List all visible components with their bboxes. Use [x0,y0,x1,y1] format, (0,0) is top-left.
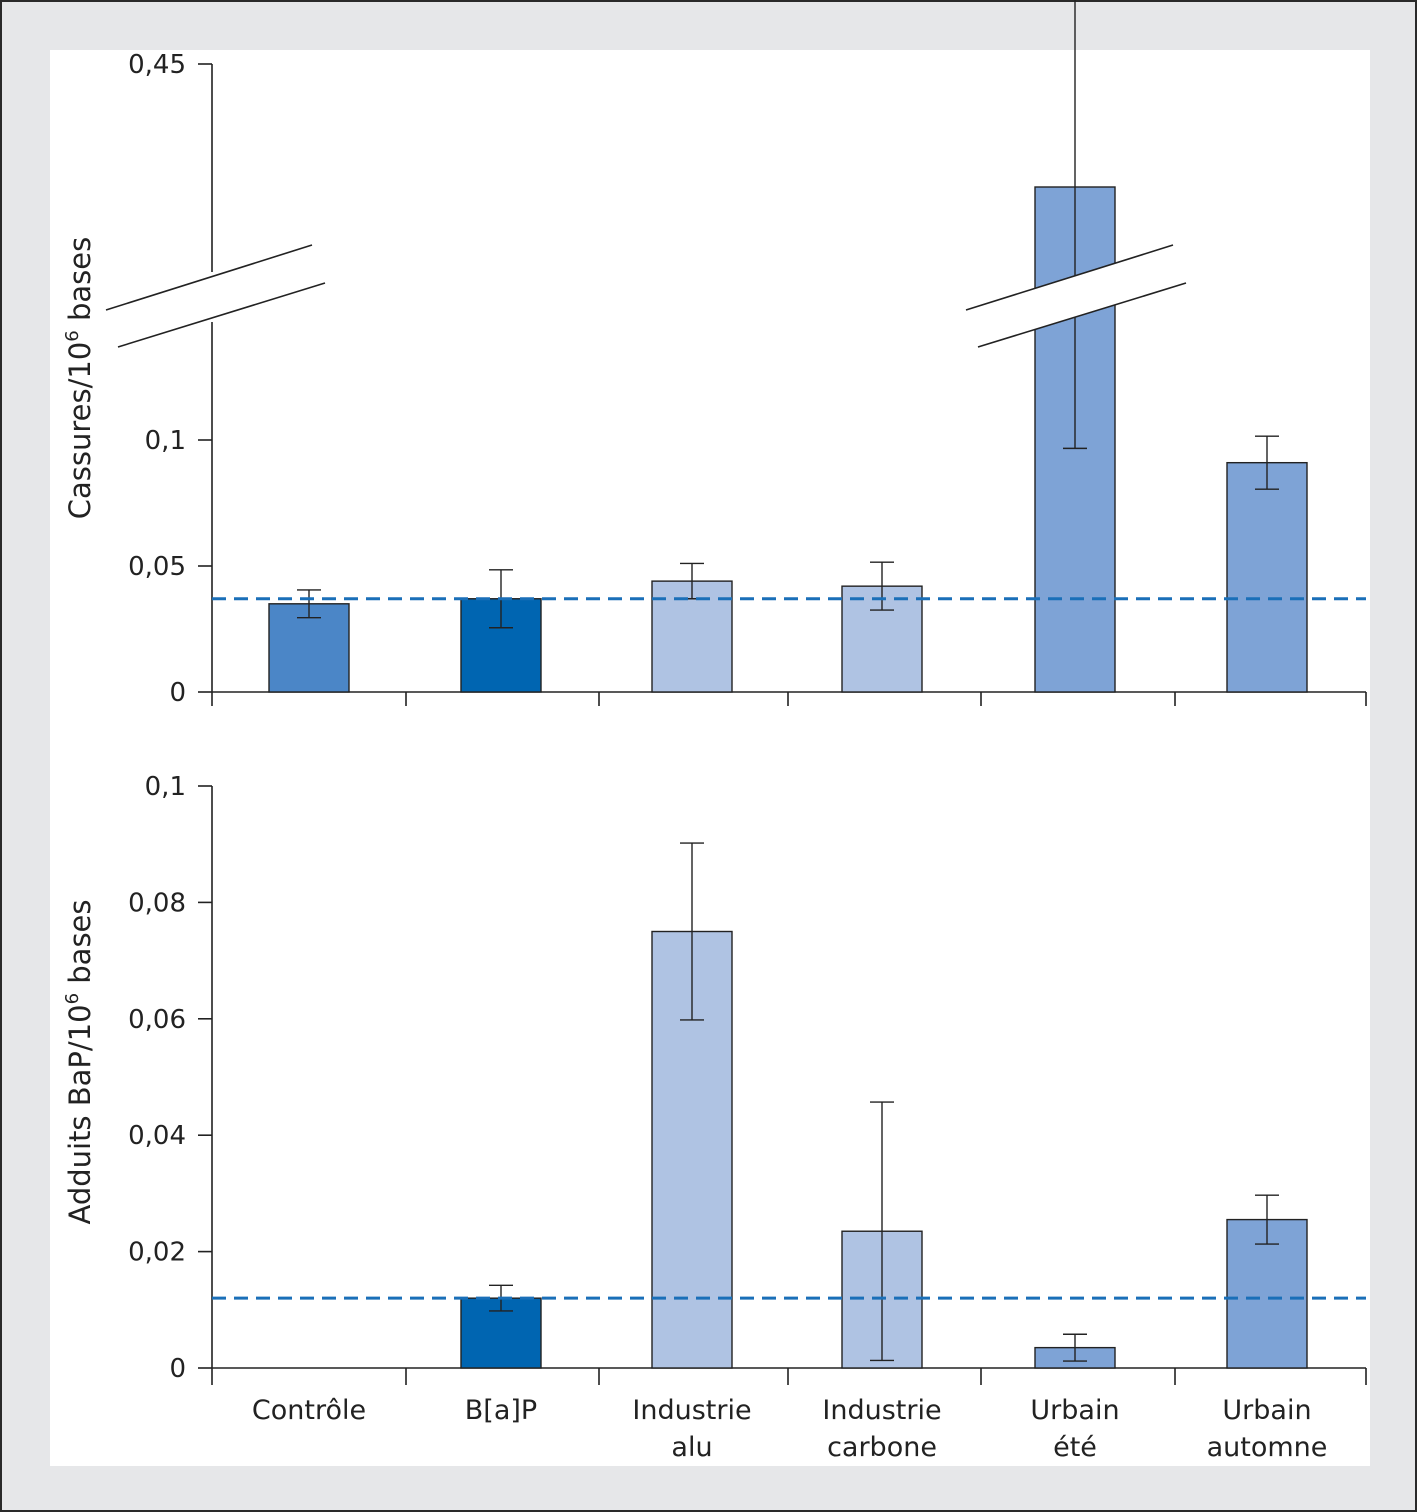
bar-break-gap [966,245,1186,347]
x-tick-label: alu [671,1432,712,1463]
bar-break-mark [977,282,1187,348]
axis-break-mark [117,282,326,348]
y-axis-title: Cassures/106 bases [62,237,97,519]
y-axis-title-rest: bases [63,899,97,992]
y-tick-label: 0,04 [128,1121,186,1151]
x-tick-label: Urbain [1030,1395,1119,1426]
y-axis-title-text: Cassures/10 [63,342,97,520]
y-axis-title-sup: 6 [62,330,83,341]
y-tick-label: 0,06 [128,1005,186,1035]
y-tick-label: 0 [169,678,186,708]
y-tick-label: 0,45 [128,50,186,80]
bar [268,603,350,693]
y-tick-label: 0,1 [145,772,186,802]
y-axis-title-sup: 6 [62,993,83,1004]
y-tick-label: 0,02 [128,1238,186,1268]
bar-break-mark [965,244,1174,311]
y-axis-title-text: Adduits BaP/10 [63,1004,97,1224]
x-tick-label: automne [1207,1432,1328,1463]
x-tick-label: B[a]P [465,1395,537,1426]
y-tick-label: 0,05 [128,552,186,582]
x-tick-label: Contrôle [252,1395,366,1426]
x-tick-label: carbone [827,1432,937,1463]
y-tick-label: 0,1 [145,426,186,456]
top-chart-cassures: 0 0,05 0,1 0,45 Cassures/106 bases [62,0,1367,708]
y-tick-label: 0 [169,1354,186,1384]
bar [1226,461,1308,693]
bottom-chart-adduits: 0 0,02 0,04 0,06 0,08 0,1 Contrôle B[a]P Industr… [62,772,1367,1463]
y-axis-title-rest: bases [63,237,97,330]
x-tick-label: Urbain [1222,1395,1311,1426]
x-tick-label: Industrie [632,1395,751,1426]
y-axis-title: Adduits BaP/106 bases [62,899,97,1224]
axis-break-gap [106,245,325,347]
y-tick-label: 0,08 [128,888,186,918]
x-tick-label: été [1053,1432,1097,1463]
axis-break-mark [105,244,313,311]
x-tick-label: Industrie [822,1395,941,1426]
